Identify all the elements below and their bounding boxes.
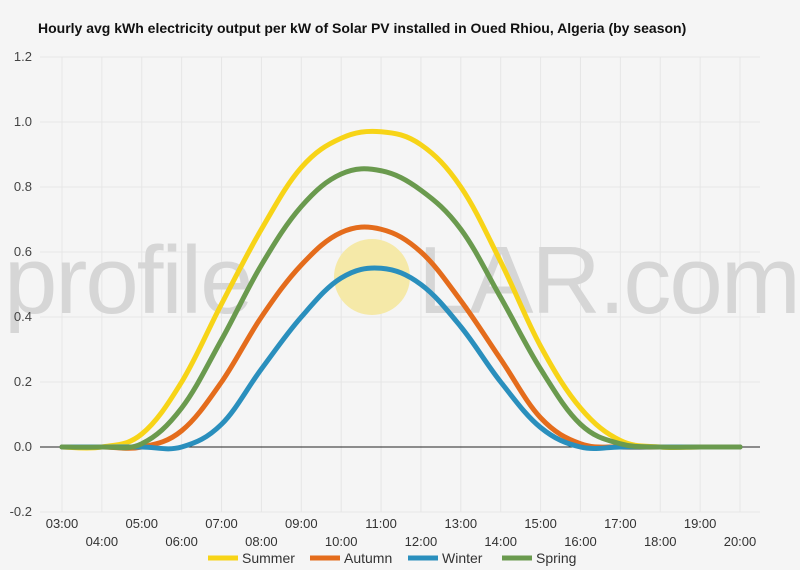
y-tick-label: 1.0 xyxy=(14,114,32,129)
watermark-sun-icon xyxy=(334,239,410,315)
y-tick-label: -0.2 xyxy=(10,504,32,519)
series-line-winter xyxy=(59,265,743,452)
chart-title: Hourly avg kWh electricity output per kW… xyxy=(38,20,686,36)
x-tick-label: 18:00 xyxy=(644,534,677,549)
y-tick-label: 0.8 xyxy=(14,179,32,194)
series-line-summer xyxy=(59,128,743,451)
x-tick-label: 09:00 xyxy=(285,516,318,531)
legend-label-summer: Summer xyxy=(242,550,295,566)
y-tick-label: 1.2 xyxy=(14,49,32,64)
y-tick-label: 0.2 xyxy=(14,374,32,389)
x-tick-label: 14:00 xyxy=(484,534,517,549)
x-tick-label: 16:00 xyxy=(564,534,597,549)
x-tick-label: 19:00 xyxy=(684,516,717,531)
x-tick-label: 17:00 xyxy=(604,516,637,531)
axis-layer: -0.2 0.0 0.2 0.4 0.6 0.8 1.0 1.2 03:00 04:00 05:00… xyxy=(10,49,760,549)
x-tick-label: 20:00 xyxy=(724,534,757,549)
x-tick-label: 06:00 xyxy=(165,534,198,549)
x-tick-label: 12:00 xyxy=(405,534,438,549)
y-tick-label: 0.6 xyxy=(14,244,32,259)
watermark: profile LAR.com xyxy=(4,227,800,334)
x-tick-label: 08:00 xyxy=(245,534,278,549)
watermark-right-text: LAR.com xyxy=(418,227,799,334)
legend-label-autumn: Autumn xyxy=(344,550,392,566)
legend-label-spring: Spring xyxy=(536,550,576,566)
legend: Summer Autumn Winter Spring xyxy=(208,550,576,566)
x-tick-label: 03:00 xyxy=(46,516,79,531)
y-tick-label: 0.4 xyxy=(14,309,32,324)
x-tick-label: 04:00 xyxy=(86,534,119,549)
series-layer xyxy=(59,128,743,452)
y-tick-label: 0.0 xyxy=(14,439,32,454)
series-line-spring xyxy=(59,166,743,451)
x-tick-label: 15:00 xyxy=(524,516,557,531)
watermark-left-text: profile xyxy=(4,227,251,334)
x-tick-label: 13:00 xyxy=(445,516,478,531)
legend-label-winter: Winter xyxy=(442,550,483,566)
x-tick-label: 10:00 xyxy=(325,534,358,549)
x-tick-label: 07:00 xyxy=(205,516,238,531)
x-tick-label: 11:00 xyxy=(365,516,397,531)
x-tick-label: 05:00 xyxy=(125,516,158,531)
